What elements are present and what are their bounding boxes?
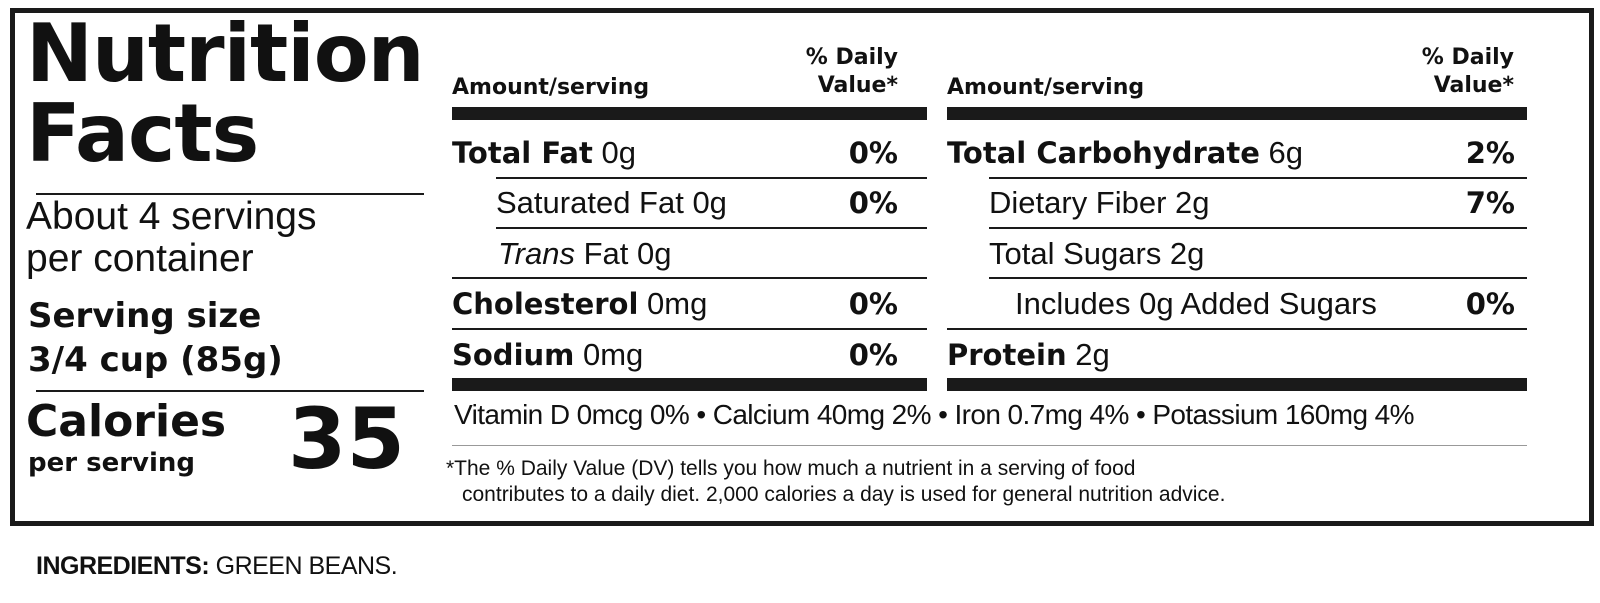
- servings-line-2: per container: [26, 237, 254, 280]
- row-divider: [989, 227, 1527, 229]
- nutrient-row: Trans Fat 0g: [452, 229, 898, 279]
- nutrient-name-italic: Trans: [498, 236, 575, 271]
- nutrient-amount: Dietary Fiber 2g: [989, 185, 1210, 220]
- nutrient-daily-value: 0%: [848, 186, 898, 220]
- servings-line-1: About 4 servings: [26, 195, 317, 238]
- nutrient-name: Total Sugars 2g: [947, 236, 1515, 272]
- amount-header-left: Amount/serving: [452, 75, 650, 100]
- calories-value: 35: [288, 390, 405, 488]
- nutrient-row: Total Carbohydrate 6g 2%: [947, 128, 1515, 178]
- ingredients-text: GREEN BEANS.: [209, 552, 398, 580]
- thick-bar: [947, 378, 1527, 391]
- nutrient-name: Protein 2g: [947, 337, 1515, 373]
- nutrient-daily-value: 0%: [848, 136, 898, 170]
- servings-per-container: About 4 servings per container: [26, 196, 317, 280]
- row-divider: [452, 328, 927, 330]
- nutrient-row: Sodium 0mg 0%: [452, 330, 898, 380]
- calories-label: Calories: [26, 396, 227, 447]
- footnote: *The % Daily Value (DV) tells you how mu…: [446, 457, 1226, 506]
- title-line-1: Nutrition: [26, 7, 425, 100]
- serving-size-label: Serving size: [28, 296, 262, 336]
- nutrient-name-bold: Sodium: [452, 338, 575, 372]
- serving-size: Serving size 3/4 cup (85g): [28, 294, 283, 382]
- amount-header-right: Amount/serving: [947, 75, 1145, 100]
- nutrient-amount: Includes 0g Added Sugars: [1015, 286, 1377, 321]
- nutrient-name-bold: Protein: [947, 338, 1067, 372]
- row-divider: [989, 177, 1527, 179]
- nutrient-amount: 0mg: [574, 337, 644, 372]
- row-divider: [947, 328, 1527, 330]
- nutrient-daily-value: 7%: [1465, 186, 1515, 220]
- nutrient-name: Cholesterol 0mg: [452, 286, 849, 322]
- vitamins-minerals: Vitamin D 0mcg 0% • Calcium 40mg 2% • Ir…: [454, 399, 1415, 430]
- row-divider: [989, 277, 1527, 279]
- serving-size-value: 3/4 cup (85g): [28, 340, 283, 380]
- nutrient-row: Protein 2g: [947, 330, 1515, 380]
- nutrient-daily-value: 0%: [848, 287, 898, 321]
- nutrient-amount: Saturated Fat 0g: [496, 185, 727, 220]
- title-block: Nutrition Facts: [26, 7, 425, 180]
- nutrient-name: Sodium 0mg: [452, 337, 849, 373]
- nutrient-amount: 2g: [1066, 337, 1110, 372]
- divider: [36, 390, 424, 392]
- divider: [452, 445, 1527, 446]
- ingredients-label: INGREDIENTS:: [36, 552, 210, 580]
- nutrient-name: Trans Fat 0g: [452, 236, 898, 272]
- row-divider: [496, 177, 927, 179]
- nutrient-name: Dietary Fiber 2g: [947, 185, 1466, 221]
- nutrient-amount: 6g: [1259, 135, 1303, 170]
- nutrient-row: Total Fat 0g 0%: [452, 128, 898, 178]
- nutrient-name: Total Carbohydrate 6g: [947, 135, 1466, 171]
- nutrient-row: Dietary Fiber 2g 7%: [947, 178, 1515, 228]
- nutrient-daily-value: 0%: [848, 338, 898, 372]
- nutrient-daily-value: 0%: [1465, 287, 1515, 321]
- thick-bar: [947, 107, 1527, 120]
- nutrient-amount: Total Sugars 2g: [989, 236, 1205, 271]
- thick-bar: [452, 107, 927, 120]
- nutrient-amount: 0mg: [638, 286, 708, 321]
- nutrient-amount: Fat 0g: [574, 236, 672, 271]
- calories-sub-label: per serving: [28, 448, 196, 478]
- nutrient-name-bold: Total Fat: [452, 136, 593, 170]
- nutrient-row: Includes 0g Added Sugars 0%: [947, 279, 1515, 329]
- dv-header-right: % Daily Value*: [1421, 45, 1514, 98]
- title-line-2: Facts: [26, 87, 259, 180]
- ingredients: INGREDIENTS: GREEN BEANS.: [36, 552, 398, 581]
- thick-bar: [452, 378, 927, 391]
- nutrient-name: Saturated Fat 0g: [452, 185, 849, 221]
- nutrient-row: Cholesterol 0mg 0%: [452, 279, 898, 329]
- nutrient-amount: 0g: [592, 135, 636, 170]
- nutrition-label: [10, 8, 1594, 526]
- nutrient-name-bold: Total Carbohydrate: [947, 136, 1260, 170]
- divider: [36, 193, 424, 195]
- row-divider: [496, 227, 927, 229]
- nutrient-name: Includes 0g Added Sugars: [947, 286, 1466, 322]
- nutrient-name-bold: Cholesterol: [452, 287, 639, 321]
- nutrient-row: Total Sugars 2g: [947, 229, 1515, 279]
- nutrient-daily-value: 2%: [1465, 136, 1515, 170]
- nutrient-row: Saturated Fat 0g 0%: [452, 178, 898, 228]
- row-divider: [452, 277, 927, 279]
- dv-header-left: % Daily Value*: [805, 45, 898, 98]
- nutrient-name: Total Fat 0g: [452, 135, 849, 171]
